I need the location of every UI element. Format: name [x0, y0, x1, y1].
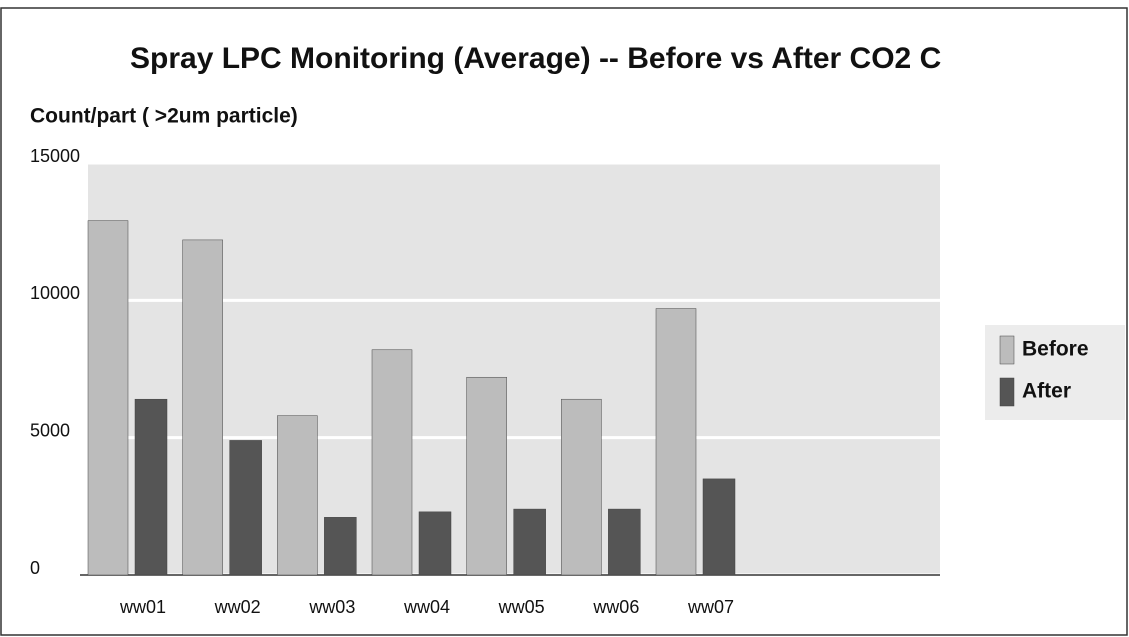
x-tick-label: ww01 [119, 597, 166, 617]
bar [608, 508, 641, 576]
bar [561, 398, 602, 576]
x-tick-label: ww02 [214, 597, 261, 617]
chart-title: Spray LPC Monitoring (Average) -- Before… [130, 42, 941, 75]
x-tick-label: ww06 [592, 597, 639, 617]
bar [418, 511, 452, 576]
y-tick-label: 0 [30, 558, 40, 578]
frame [0, 7, 1128, 636]
x-tick-label: ww04 [403, 597, 450, 617]
legend-swatch [999, 335, 1015, 365]
x-tick-label: ww07 [687, 597, 734, 617]
bar [324, 517, 357, 576]
bar [182, 239, 223, 576]
bar [87, 220, 129, 576]
bar [466, 376, 507, 576]
x-tick-label: ww03 [308, 597, 355, 617]
legend-label: After [1022, 380, 1071, 403]
bar [513, 508, 546, 576]
legend-label: Before [1022, 338, 1089, 361]
bar [702, 478, 736, 576]
bar [371, 349, 413, 576]
bar [277, 415, 318, 576]
y-tick-label: 5000 [30, 420, 70, 440]
y-axis-label: Count/part ( >2um particle) [30, 105, 298, 128]
x-tick-label: ww05 [498, 597, 545, 617]
legend-swatch [999, 377, 1015, 407]
y-tick-label: 10000 [30, 283, 80, 303]
bar [134, 398, 168, 576]
y-tick-label: 15000 [30, 146, 80, 166]
bar [655, 308, 697, 576]
bar [229, 440, 262, 576]
